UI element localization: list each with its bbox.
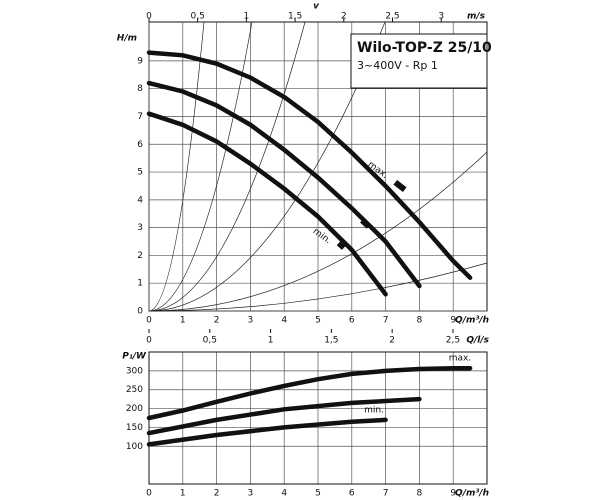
system-curves [148, 21, 488, 312]
system-curve [148, 21, 306, 312]
x-tick-label: 7 [383, 316, 389, 326]
y-tick-label: 3 [137, 223, 143, 233]
x-tick-label: 2 [214, 489, 220, 499]
curve [146, 417, 388, 447]
curve [146, 365, 473, 421]
tick-label: 2 [341, 12, 347, 22]
x-tick-label: 0 [146, 316, 152, 326]
y-tick-label: 7 [137, 112, 143, 122]
axis-label: m/s [467, 12, 486, 22]
tick-label: 0 [146, 336, 152, 346]
y-tick-label: 1 [137, 279, 143, 289]
curve [146, 111, 388, 297]
x-tick-label: 3 [248, 489, 254, 499]
marker [393, 179, 407, 193]
curve [146, 396, 422, 436]
system-curve [148, 151, 488, 312]
x-tick-label: 7 [383, 489, 389, 499]
tick-label: 2,5 [385, 12, 399, 22]
tick-label: 1 [244, 12, 250, 22]
x-tick-label: 1 [180, 489, 186, 499]
y-tick-label: 250 [126, 385, 143, 395]
tick-label: 2 [389, 336, 395, 346]
axis-label: Q/l/s [466, 336, 489, 346]
y-tick-label: 6 [137, 140, 143, 150]
x-tick-label: 8 [417, 316, 423, 326]
curve [146, 50, 473, 280]
system-curve [148, 21, 386, 312]
system-curve [148, 21, 253, 312]
title-box [350, 33, 488, 89]
tick-label: 1,5 [288, 12, 302, 22]
marker [336, 241, 346, 250]
x-tick-label: 5 [315, 316, 321, 326]
y-tick-label: 8 [137, 84, 143, 94]
y-tick-label: 2 [137, 251, 143, 261]
annotation: max. [449, 354, 471, 364]
y-tick-label: 300 [126, 366, 143, 376]
x-tick-label: 3 [248, 316, 254, 326]
y-axis-label: P₁/W [122, 352, 147, 362]
y-tick-label: 200 [126, 404, 143, 414]
x-axis-label: Q/m³/h [455, 316, 489, 326]
tick-label: 1 [268, 336, 274, 346]
x-tick-label: 4 [281, 489, 287, 499]
x-tick-label: 8 [417, 489, 423, 499]
tick-label: 3 [438, 12, 444, 22]
x-tick-label: 9 [450, 489, 456, 499]
chart-subtitle: 3~400V - Rp 1 [357, 59, 438, 72]
x-tick-label: 2 [214, 316, 220, 326]
y-tick-label: 9 [137, 56, 143, 66]
tick-label: 0,5 [191, 12, 205, 22]
tick-label: 2,5 [446, 336, 460, 346]
grid [148, 352, 487, 484]
axis-label: v [313, 2, 320, 12]
annotation: min. [364, 406, 384, 416]
x-tick-label: 6 [349, 316, 355, 326]
y-tick-label: 0 [137, 307, 143, 317]
tick-label: 0,5 [203, 336, 217, 346]
x-tick-label: 4 [281, 316, 287, 326]
curve [146, 80, 422, 289]
y-tick-label: 100 [126, 442, 143, 452]
y-tick-label: 5 [137, 168, 143, 178]
y-tick-label: 4 [137, 195, 143, 205]
x-tick-label: 9 [450, 316, 456, 326]
x-tick-label: 6 [349, 489, 355, 499]
chart-title: Wilo-TOP-Z 25/10 [357, 40, 492, 56]
tick-label: 1,5 [324, 336, 338, 346]
system-curve [148, 262, 488, 312]
x-tick-label: 0 [146, 489, 152, 499]
y-tick-label: 150 [126, 423, 143, 433]
y-axis-label: H/m [117, 34, 137, 44]
system-curve [148, 21, 205, 312]
x-tick-label: 1 [180, 316, 186, 326]
tick-label: 0 [146, 12, 152, 22]
x-axis-label: Q/m³/h [455, 489, 489, 499]
curve-markers [336, 179, 407, 250]
x-tick-label: 5 [315, 489, 321, 499]
grid [148, 22, 487, 312]
